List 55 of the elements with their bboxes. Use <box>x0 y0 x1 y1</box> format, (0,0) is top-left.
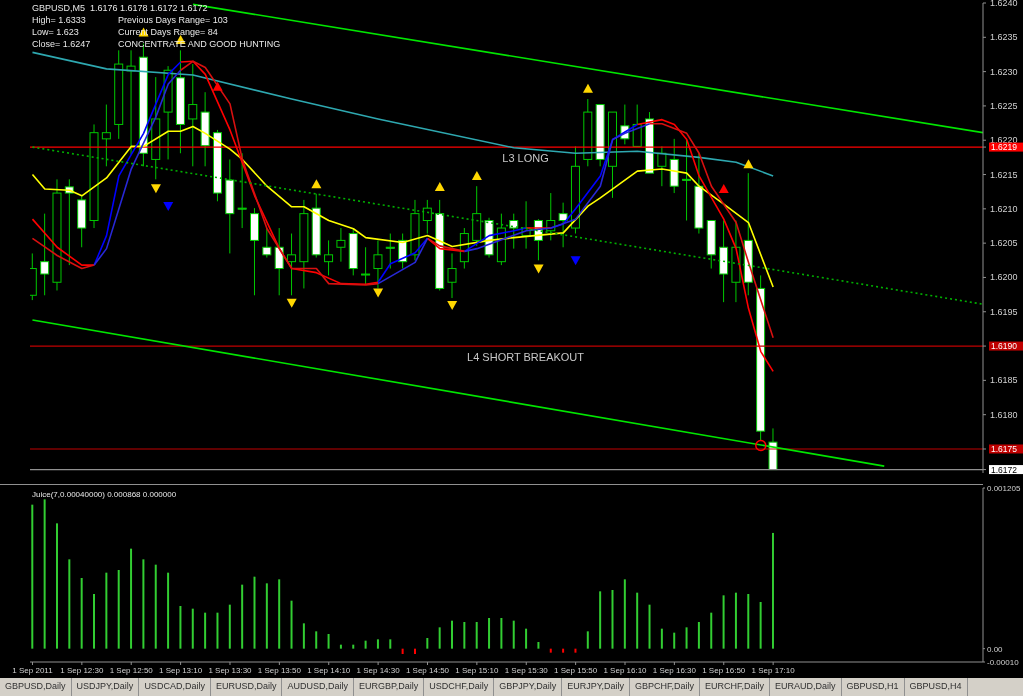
ref-line-label: L4 SHORT BREAKOUT <box>467 351 585 364</box>
y-tick-label: 1.6230 <box>990 66 1018 77</box>
annotation: Low= 1.623 <box>32 26 79 38</box>
y-tick-label: 1.6195 <box>990 306 1018 317</box>
x-tick-label: 1 Sep 15:30 <box>504 665 549 675</box>
text: GBPUSD,H1 <box>841 678 905 696</box>
x-tick-label: 1 Sep 14:10 <box>307 665 351 675</box>
text: USDJPY,Daily <box>71 678 140 696</box>
x-tick-label: 1 Sep 15:10 <box>455 665 499 675</box>
text: USDCHF,Daily <box>424 678 495 696</box>
x-tick-label: 1 Sep 2011 <box>12 665 54 675</box>
text: EURUSD,Daily <box>210 678 283 696</box>
chart-title: Juice(7,0.00040000) 0.000868 0.000000 <box>32 490 177 499</box>
y-tick-label: 1.6205 <box>990 238 1018 249</box>
y-tick-label: 1.6175 <box>991 444 1018 455</box>
x-tick-label: 1 Sep 14:30 <box>356 665 401 675</box>
x-tick-label: 1 Sep 14:50 <box>405 665 450 675</box>
text: USDCAD,Daily <box>139 678 211 696</box>
ref-line-label: L3 LONG <box>502 152 549 165</box>
y-tick-label: 1.6215 <box>990 169 1018 180</box>
y-tick-label: 1.6200 <box>990 272 1018 283</box>
chart-title: GBPUSD,M5 1.6176 1.6178 1.6172 1.6172 <box>32 2 208 14</box>
y-tick-label: 1.6172 <box>991 464 1018 475</box>
x-tick-label: 1 Sep 12:30 <box>60 665 104 675</box>
text: EURAUD,Daily <box>770 678 842 696</box>
y-tick-label: 1.6210 <box>990 203 1018 214</box>
y-tick-label: 0.00 <box>987 644 1004 654</box>
y-tick-label: 1.6190 <box>991 341 1018 352</box>
y-tick-label: 0.001205 <box>987 483 1021 493</box>
x-tick-label: 1 Sep 13:30 <box>208 665 253 675</box>
y-tick-label: -0.00010 <box>987 657 1020 667</box>
y-tick-label: 1.6225 <box>990 100 1018 111</box>
x-tick-label: 1 Sep 16:30 <box>652 665 697 675</box>
text: GBPCHF,Daily <box>630 678 701 696</box>
text: AUDUSD,Daily <box>282 678 354 696</box>
text: EURCHF,Daily <box>700 678 771 696</box>
x-tick-label: 1 Sep 13:10 <box>159 665 203 675</box>
x-tick-label: 1 Sep 13:50 <box>257 665 302 675</box>
text: GBPJPY,Daily <box>494 678 563 696</box>
y-tick-label: 1.6185 <box>990 375 1018 386</box>
y-tick-label: 1.6235 <box>990 32 1018 43</box>
annotation: Close= 1.6247 <box>32 38 91 50</box>
x-tick-label: 1 Sep 17:10 <box>751 665 796 675</box>
text: GBPUSD,Daily <box>0 678 72 696</box>
text: EURGBP,Daily <box>353 678 425 696</box>
text: EURJPY,Daily <box>562 678 631 696</box>
y-tick-label: 1.6180 <box>990 409 1018 420</box>
x-tick-label: 1 Sep 16:50 <box>702 665 746 675</box>
x-tick-label: 1 Sep 16:10 <box>603 665 648 675</box>
text: GBPUSD,H4 <box>904 678 968 696</box>
annotation: High= 1.6333 <box>32 14 86 26</box>
y-tick-label: 1.6240 <box>990 0 1018 8</box>
x-tick-label: 1 Sep 12:50 <box>109 665 154 675</box>
annotation: Previous Days Range= 103 <box>118 14 228 26</box>
x-tick-label: 1 Sep 15:50 <box>554 665 598 675</box>
